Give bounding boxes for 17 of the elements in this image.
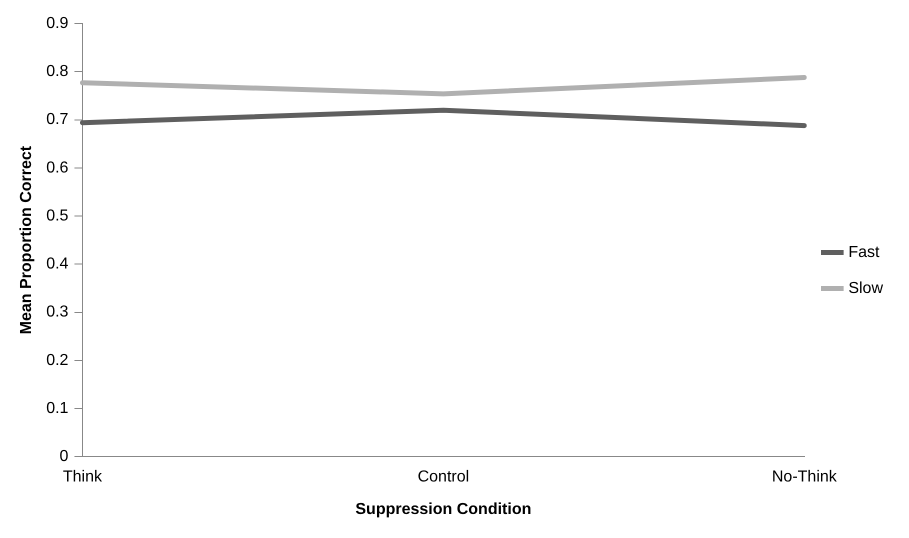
y-tick-label: 0.9	[46, 15, 69, 32]
y-tick-label: 0.4	[46, 256, 69, 273]
y-tick-label: 0.8	[46, 63, 69, 80]
legend-label: Slow	[848, 280, 884, 297]
x-tick-label: Control	[418, 468, 470, 486]
y-tick-label: 0.1	[46, 400, 69, 417]
y-tick-label: 0.2	[46, 352, 69, 369]
y-tick-label: 0.5	[46, 207, 69, 224]
x-tick-label: Think	[62, 468, 104, 486]
x-tick-label: No-Think	[772, 468, 838, 486]
y-tick-label: 0.6	[46, 159, 69, 176]
y-tick-label: 0.3	[46, 304, 69, 321]
legend-label: Fast	[848, 244, 880, 261]
y-axis-title: Mean Proportion Correct	[18, 145, 36, 334]
x-axis-title: Suppression Condition	[355, 500, 532, 518]
y-tick-label: 0.7	[46, 111, 69, 128]
y-tick-label: 0	[60, 448, 69, 466]
